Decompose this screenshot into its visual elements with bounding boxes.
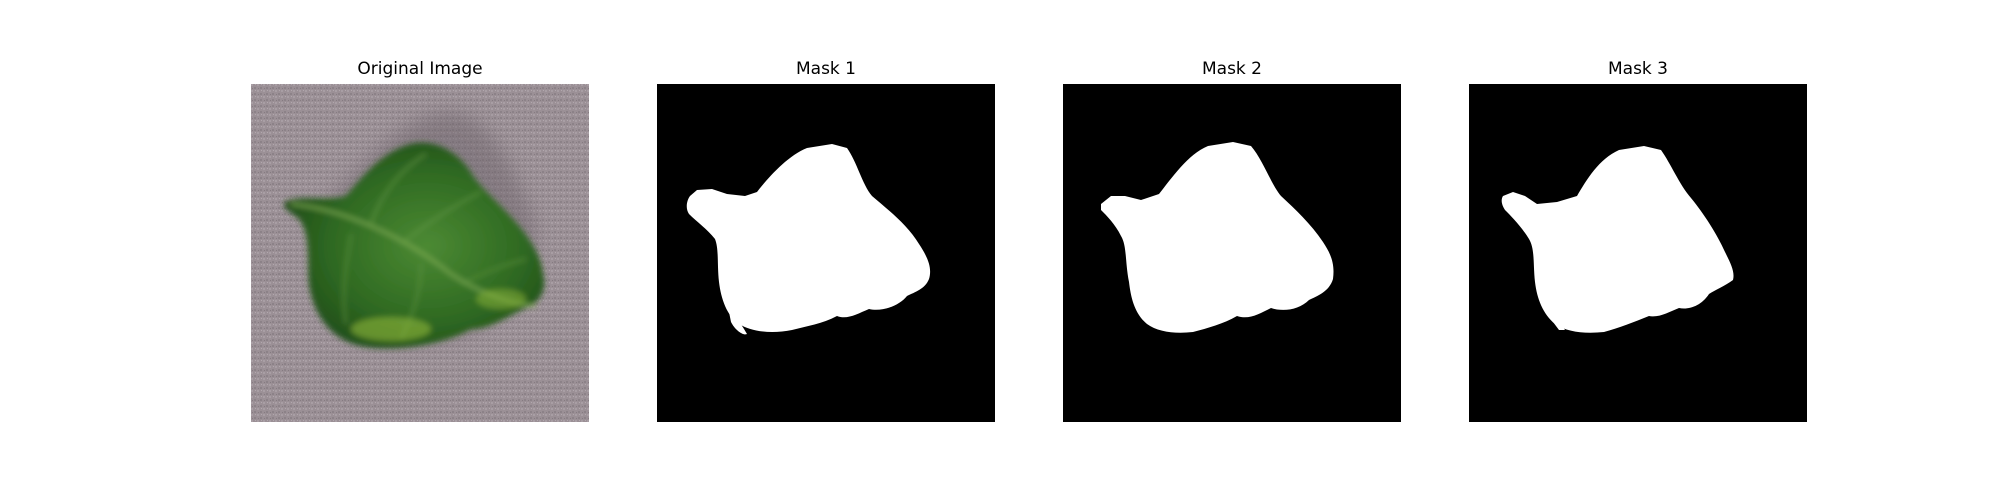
panel-title: Mask 2: [1201, 59, 1262, 79]
mask-fragment: [1553, 322, 1565, 330]
panel-title: Original Image: [357, 59, 483, 79]
mask-foreground: [1101, 142, 1334, 333]
mask-fragment: [729, 312, 747, 335]
mask-2-image: [1063, 84, 1401, 422]
leaf: [284, 142, 545, 349]
panel-title: Mask 1: [795, 59, 856, 79]
mask-3-image: [1469, 84, 1807, 422]
panel-title: Mask 3: [1607, 59, 1668, 79]
mask-1-image: [657, 84, 995, 422]
mask-foreground: [686, 144, 931, 332]
original-image: [251, 84, 589, 422]
mask-foreground: [1501, 146, 1734, 333]
